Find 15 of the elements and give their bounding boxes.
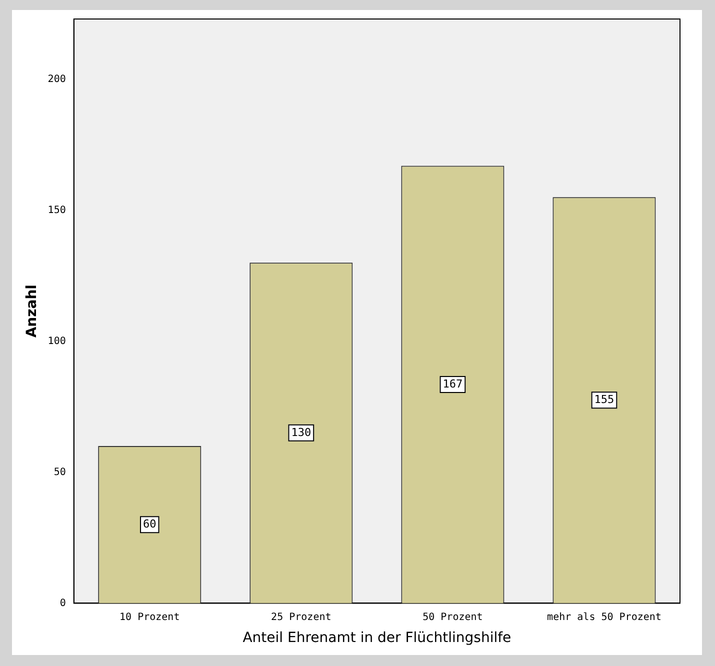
y-tick-label: 50 bbox=[54, 466, 66, 478]
data-label: 155 bbox=[594, 393, 614, 406]
x-tick-label: 25 Prozent bbox=[271, 612, 332, 623]
data-label: 167 bbox=[442, 377, 463, 390]
data-label: 130 bbox=[291, 426, 312, 439]
y-tick-label: 0 bbox=[60, 598, 66, 609]
y-tick-label: 100 bbox=[48, 336, 66, 347]
data-label: 60 bbox=[143, 517, 156, 530]
x-tick-label: 10 Prozent bbox=[120, 612, 180, 623]
x-tick-label: mehr als 50 Prozent bbox=[547, 612, 662, 623]
y-tick-label: 200 bbox=[48, 74, 66, 85]
x-axis-title: Anteil Ehrenamt in der Flüchtlingshilfe bbox=[242, 630, 512, 646]
y-axis-title: Anzahl bbox=[24, 284, 40, 338]
y-tick-label: 150 bbox=[48, 204, 66, 216]
x-tick-label: 50 Prozent bbox=[422, 612, 483, 623]
